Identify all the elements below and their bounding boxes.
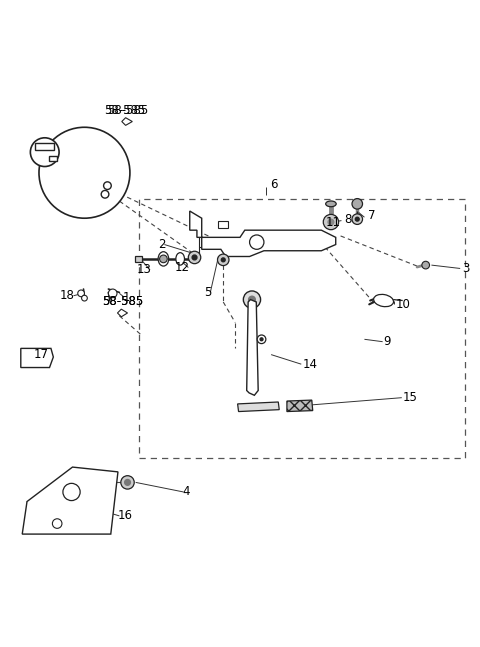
Polygon shape bbox=[118, 309, 128, 317]
Polygon shape bbox=[287, 400, 313, 411]
Text: 58-585: 58-585 bbox=[102, 296, 144, 309]
Polygon shape bbox=[21, 348, 53, 367]
Bar bbox=[140, 199, 465, 457]
Circle shape bbox=[352, 214, 362, 225]
Polygon shape bbox=[135, 256, 142, 262]
Circle shape bbox=[121, 476, 134, 489]
Polygon shape bbox=[247, 300, 258, 395]
Circle shape bbox=[159, 255, 167, 263]
Text: 12: 12 bbox=[175, 261, 190, 274]
Circle shape bbox=[82, 295, 87, 301]
Polygon shape bbox=[218, 221, 228, 228]
Circle shape bbox=[355, 217, 359, 221]
Text: 14: 14 bbox=[302, 358, 317, 371]
Text: 18: 18 bbox=[60, 289, 75, 302]
Circle shape bbox=[39, 127, 130, 218]
Circle shape bbox=[249, 296, 255, 303]
Text: 7: 7 bbox=[368, 210, 375, 223]
Polygon shape bbox=[48, 156, 57, 160]
Text: 5: 5 bbox=[204, 286, 211, 299]
Circle shape bbox=[323, 214, 338, 230]
Text: 3: 3 bbox=[463, 262, 470, 275]
Text: 58-585: 58-585 bbox=[105, 104, 146, 117]
Text: 58-585: 58-585 bbox=[107, 104, 148, 117]
Circle shape bbox=[221, 258, 225, 262]
Text: 15: 15 bbox=[403, 391, 418, 404]
Polygon shape bbox=[35, 142, 54, 150]
Text: 16: 16 bbox=[118, 509, 133, 522]
Text: 1: 1 bbox=[123, 291, 130, 303]
Circle shape bbox=[192, 255, 197, 260]
Polygon shape bbox=[122, 118, 132, 126]
Text: 2: 2 bbox=[158, 238, 166, 251]
Circle shape bbox=[108, 289, 117, 298]
Circle shape bbox=[188, 251, 201, 264]
Circle shape bbox=[101, 190, 109, 198]
Text: 58-585: 58-585 bbox=[102, 296, 144, 309]
Text: 8: 8 bbox=[344, 213, 351, 226]
Polygon shape bbox=[238, 402, 279, 411]
Circle shape bbox=[33, 355, 38, 361]
Ellipse shape bbox=[176, 253, 184, 265]
Circle shape bbox=[422, 261, 430, 269]
Circle shape bbox=[217, 254, 229, 265]
Text: 6: 6 bbox=[270, 178, 277, 192]
Text: 17: 17 bbox=[34, 348, 49, 361]
Text: 9: 9 bbox=[384, 335, 391, 348]
Circle shape bbox=[352, 199, 362, 209]
Ellipse shape bbox=[158, 252, 168, 266]
Circle shape bbox=[260, 338, 263, 341]
Circle shape bbox=[78, 290, 84, 297]
Polygon shape bbox=[22, 467, 118, 534]
Circle shape bbox=[125, 479, 131, 485]
Ellipse shape bbox=[325, 201, 336, 207]
Text: 13: 13 bbox=[137, 263, 152, 276]
Circle shape bbox=[328, 219, 334, 225]
Polygon shape bbox=[190, 211, 336, 256]
Text: 11: 11 bbox=[326, 215, 341, 228]
Circle shape bbox=[257, 335, 266, 344]
Circle shape bbox=[243, 291, 261, 308]
Ellipse shape bbox=[373, 294, 394, 307]
Text: 10: 10 bbox=[396, 298, 410, 311]
Circle shape bbox=[104, 182, 111, 190]
Circle shape bbox=[30, 138, 59, 166]
Text: 4: 4 bbox=[182, 485, 190, 498]
